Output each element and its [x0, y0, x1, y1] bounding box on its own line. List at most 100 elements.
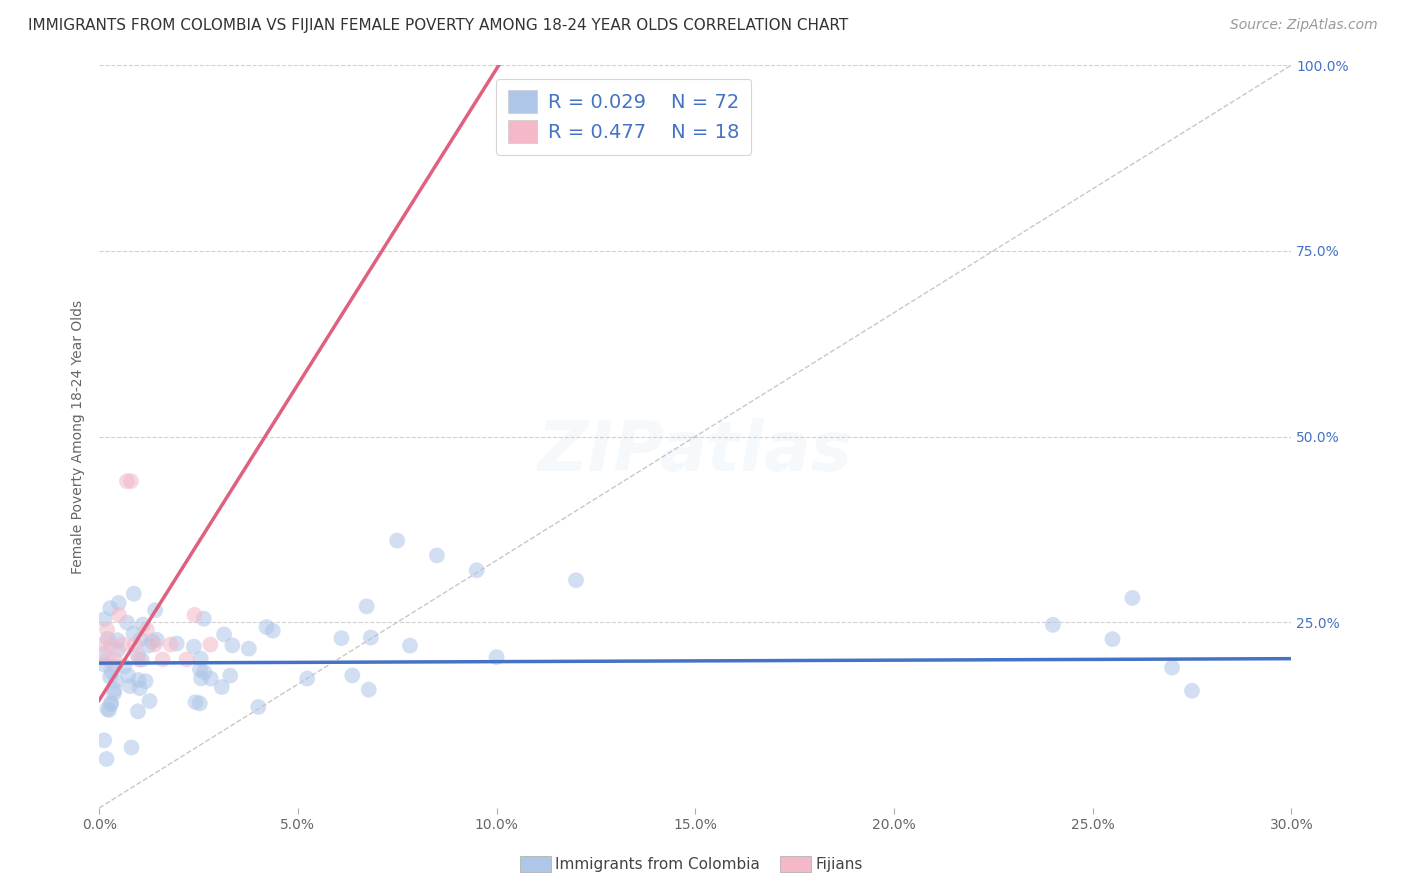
Point	[138, 694, 160, 708]
Point	[107, 596, 129, 610]
Point	[183, 640, 205, 654]
Point	[100, 665, 122, 679]
Point	[115, 474, 138, 488]
Point	[121, 740, 143, 755]
Point	[565, 573, 588, 587]
Point	[211, 680, 233, 694]
Point	[256, 620, 278, 634]
Point	[238, 641, 260, 656]
Point	[356, 599, 378, 614]
Point	[221, 639, 243, 653]
Point	[128, 673, 150, 687]
Point	[117, 668, 139, 682]
Point	[132, 617, 155, 632]
Point	[111, 638, 134, 652]
Point	[128, 681, 150, 695]
Point	[1181, 683, 1204, 698]
Point	[426, 549, 449, 563]
Point	[193, 665, 215, 680]
Point	[96, 752, 118, 766]
Point	[184, 695, 207, 709]
Point	[100, 638, 122, 652]
Point	[97, 632, 120, 646]
Point	[166, 636, 188, 650]
Point	[1101, 632, 1123, 647]
Point	[1042, 618, 1064, 632]
Point	[465, 563, 488, 577]
Point	[1121, 591, 1143, 605]
Point	[193, 612, 215, 626]
Point	[98, 703, 121, 717]
Text: Immigrants from Colombia: Immigrants from Colombia	[555, 857, 761, 871]
Point	[1161, 660, 1184, 674]
Point	[295, 672, 318, 686]
Point	[128, 652, 150, 666]
Point	[342, 668, 364, 682]
Point	[357, 682, 380, 697]
Point	[122, 587, 145, 601]
Point	[129, 632, 152, 647]
Point	[212, 627, 235, 641]
Point	[107, 633, 129, 648]
Point	[159, 638, 181, 652]
Legend: R = 0.029    N = 72, R = 0.477    N = 18: R = 0.029 N = 72, R = 0.477 N = 18	[496, 78, 751, 154]
Point	[96, 652, 118, 666]
Point	[93, 733, 115, 747]
Point	[176, 652, 198, 666]
Point	[104, 652, 127, 666]
Point	[93, 647, 115, 661]
Point	[104, 673, 127, 688]
Point	[141, 634, 163, 648]
Point	[131, 652, 153, 666]
Point	[219, 668, 242, 682]
Point	[118, 679, 141, 693]
Text: Source: ZipAtlas.com: Source: ZipAtlas.com	[1230, 18, 1378, 32]
Point	[485, 650, 508, 665]
Point	[200, 672, 222, 686]
Point	[360, 631, 382, 645]
Point	[190, 651, 212, 665]
Point	[100, 696, 122, 710]
Text: Fijians: Fijians	[815, 857, 863, 871]
Point	[100, 697, 122, 711]
Text: IMMIGRANTS FROM COLOMBIA VS FIJIAN FEMALE POVERTY AMONG 18-24 YEAR OLDS CORRELAT: IMMIGRANTS FROM COLOMBIA VS FIJIAN FEMAL…	[28, 18, 848, 33]
Point	[188, 662, 211, 676]
Point	[152, 652, 174, 666]
Point	[112, 659, 135, 673]
Point	[330, 631, 353, 645]
Text: ZIPatlas: ZIPatlas	[537, 417, 852, 485]
Point	[124, 638, 146, 652]
Point	[120, 474, 142, 488]
Point	[145, 632, 167, 647]
Point	[122, 626, 145, 640]
Point	[143, 603, 166, 617]
Point	[107, 643, 129, 657]
Point	[93, 657, 115, 672]
Point	[91, 638, 114, 652]
Point	[108, 607, 131, 622]
Point	[188, 697, 211, 711]
Point	[127, 705, 149, 719]
Point	[104, 682, 127, 697]
Point	[183, 607, 205, 622]
Point	[399, 639, 422, 653]
Point	[143, 638, 166, 652]
Point	[262, 624, 284, 638]
Point	[247, 699, 270, 714]
Point	[98, 601, 121, 615]
Point	[104, 659, 127, 673]
Point	[103, 686, 125, 700]
Point	[96, 623, 118, 637]
Point	[135, 674, 157, 689]
Point	[96, 702, 118, 716]
Point	[93, 612, 115, 626]
Point	[127, 648, 149, 662]
Point	[98, 670, 121, 684]
Point	[138, 639, 160, 653]
Point	[190, 672, 212, 686]
Point	[135, 623, 157, 637]
Point	[200, 638, 222, 652]
Point	[385, 533, 408, 548]
Y-axis label: Female Poverty Among 18-24 Year Olds: Female Poverty Among 18-24 Year Olds	[72, 300, 86, 574]
Point	[115, 615, 138, 630]
